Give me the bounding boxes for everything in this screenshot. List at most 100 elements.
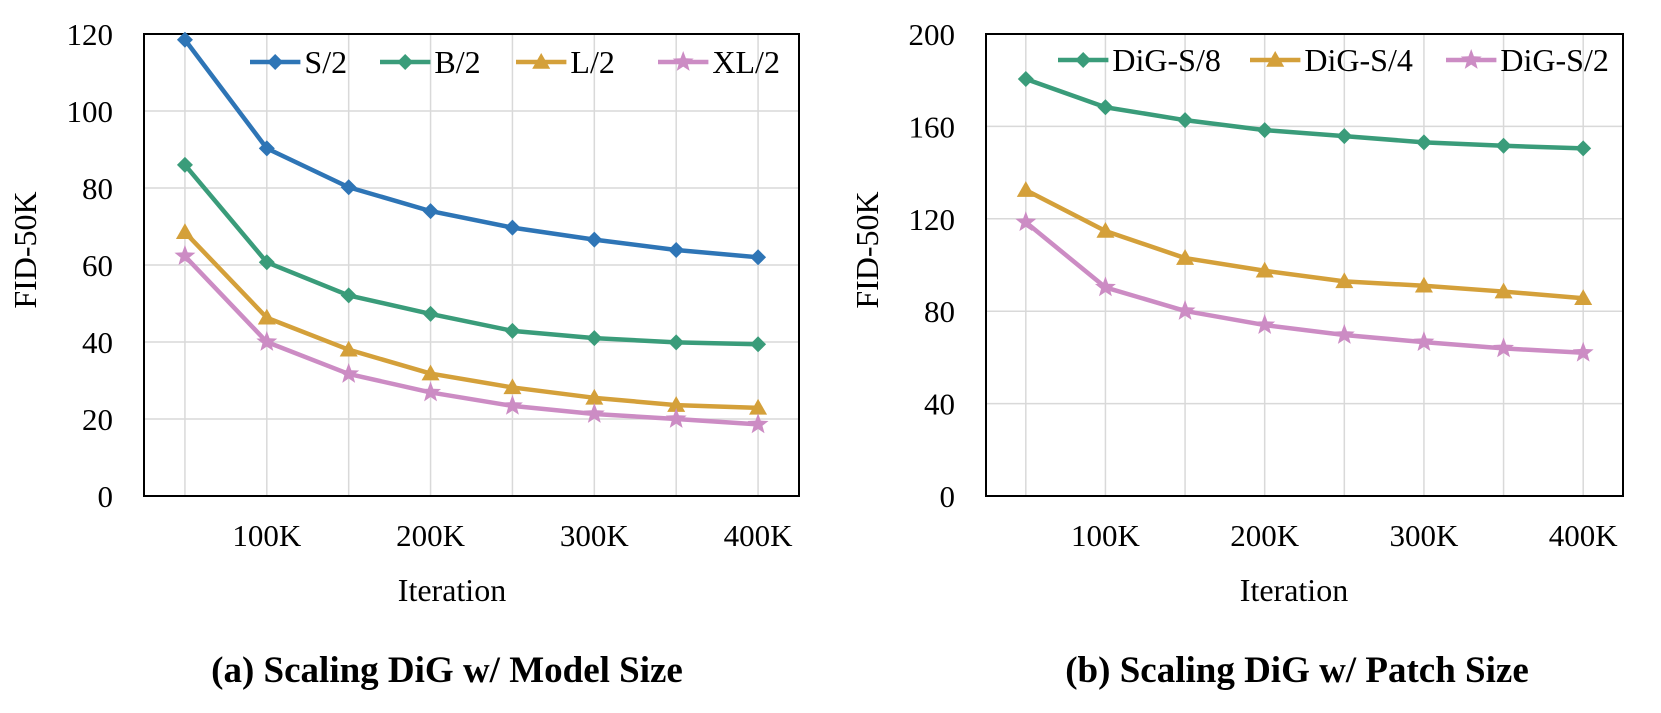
chart-b-point-dig-s-4 [1176, 249, 1195, 265]
chart-b-series-dig-s-2 [1015, 211, 1594, 362]
chart-b-point-dig-s-4 [1414, 276, 1433, 293]
chart-a-point-l-2 [339, 340, 358, 357]
chart-a-point-s-2 [176, 31, 193, 48]
chart-b-line-dig-s-2 [1023, 220, 1586, 356]
chart-a-legend: S/2 B/2 L/2 XL/2 [250, 44, 780, 80]
chart-a-y-tick-label: 100 [67, 94, 114, 129]
chart-a-y-tick-label: 40 [82, 325, 113, 360]
chart-b-point-dig-s-2 [1254, 314, 1276, 334]
chart-b-point-dig-s-2 [1015, 211, 1037, 232]
chart-a-point-s-2 [340, 179, 357, 196]
chart-a-point-s-2 [504, 219, 521, 236]
chart-a-y-axis: 0 20 40 60 80 100 120 [67, 17, 114, 514]
chart-a-legend-item-xl-2: XL/2 [658, 44, 780, 80]
chart-b-point-dig-s-4 [1096, 222, 1115, 238]
chart-a-point-b-2 [340, 287, 357, 304]
chart-a-legend-label: L/2 [570, 44, 614, 80]
chart-b-y-axis: 0 40 80 120 160 200 [909, 17, 956, 514]
chart-a-series [174, 31, 769, 434]
chart-a-y-tick-label: 0 [98, 479, 114, 514]
chart-a-legend-label: S/2 [304, 44, 347, 80]
chart-a-point-xl-2 [747, 413, 769, 434]
chart-a-plot-area [143, 33, 800, 497]
chart-b-y-axis-title: FID-50K [849, 191, 885, 308]
chart-b-series-dig-s-8 [1017, 71, 1592, 157]
chart-b-legend-label: DiG-S/4 [1304, 42, 1412, 78]
chart-b-x-tick-label: 400K [1549, 518, 1619, 553]
chart-a-legend-marker [532, 53, 551, 69]
chart-a-point-xl-2 [338, 362, 360, 383]
chart-a-legend-marker [267, 54, 284, 70]
chart-b-y-tick-label: 160 [909, 109, 956, 144]
chart-a-y-axis-title: FID-50K [7, 191, 43, 308]
chart-b-point-dig-s-4 [1335, 272, 1354, 289]
chart-a-point-l-2 [749, 398, 768, 415]
chart-b-x-tick-label: 300K [1389, 518, 1459, 553]
chart-b-y-tick-label: 120 [909, 202, 956, 237]
chart-a-point-s-2 [750, 249, 767, 266]
chart-a-x-axis: 100K 200K 300K 400K [232, 518, 793, 553]
chart-b-y-tick-label: 200 [909, 17, 956, 52]
chart-a-point-s-2 [258, 140, 275, 157]
chart-a-legend-item-b-2: B/2 [380, 44, 481, 80]
chart-b-plot-area [985, 33, 1624, 497]
chart-b-point-dig-s-2 [1413, 331, 1435, 352]
chart-b-point-dig-s-2 [1572, 341, 1594, 362]
chart-b-point-dig-s-8 [1256, 122, 1273, 139]
chart-b-legend-item-dig-s-8: DiG-S/8 [1058, 42, 1221, 78]
chart-a-point-b-2 [750, 336, 767, 353]
chart-b-x-axis-title: Iteration [1240, 572, 1348, 608]
chart-b-legend-item-dig-s-4: DiG-S/4 [1250, 42, 1413, 78]
chart-a-x-tick-label: 200K [396, 518, 466, 553]
chart-b-line-dig-s-4 [1023, 187, 1586, 301]
chart-b-point-dig-s-4 [1255, 261, 1274, 278]
chart-a-legend-marker [397, 54, 414, 70]
chart-a-point-l-2 [257, 308, 276, 325]
chart-b-x-tick-label: 200K [1230, 518, 1300, 553]
chart-a-line-b-2 [182, 162, 761, 347]
chart-b-legend: DiG-S/8 DiG-S/4 DiG-S/2 [1058, 42, 1609, 78]
chart-b-point-dig-s-8 [1575, 140, 1592, 157]
chart-b-legend-marker [1266, 51, 1285, 67]
chart-a-point-l-2 [421, 364, 440, 381]
chart-a-y-tick-label: 60 [82, 248, 113, 283]
chart-b-point-dig-s-8 [1177, 112, 1194, 129]
chart-b-y-tick-label: 0 [940, 479, 956, 514]
chart-b-series-dig-s-4 [1016, 181, 1593, 306]
chart-b-series [1015, 71, 1594, 362]
chart-a-point-s-2 [668, 241, 685, 258]
chart-a-point-b-2 [422, 305, 439, 322]
chart-a-point-l-2 [503, 378, 522, 395]
chart-a-point-xl-2 [256, 331, 278, 351]
chart-a-point-l-2 [585, 388, 604, 405]
chart-b-line-dig-s-8 [1023, 76, 1586, 151]
chart-a-point-l-2 [667, 396, 686, 412]
chart-b-caption: (b) Scaling DiG w/ Patch Size [1065, 650, 1529, 691]
chart-a-point-s-2 [422, 203, 439, 220]
chart-a-point-b-2 [258, 254, 275, 271]
chart-panel-model-size: 0 20 40 60 80 100 120 100K 200K 300K 400K S/2 B/2 L… [7, 17, 800, 691]
chart-a-caption: (a) Scaling DiG w/ Model Size [211, 650, 683, 691]
chart-b-y-tick-label: 40 [924, 387, 955, 422]
chart-b-legend-label: DiG-S/8 [1112, 42, 1220, 78]
chart-b-legend-item-dig-s-2: DiG-S/2 [1446, 42, 1609, 78]
chart-a-point-xl-2 [420, 381, 442, 402]
chart-a-legend-item-s-2: S/2 [250, 44, 347, 80]
chart-b-point-dig-s-2 [1094, 276, 1116, 297]
chart-b-point-dig-s-2 [1174, 299, 1196, 320]
chart-a-point-s-2 [586, 231, 603, 248]
chart-b-x-tick-label: 100K [1071, 518, 1141, 553]
chart-b-point-dig-s-4 [1494, 282, 1513, 299]
chart-a-point-b-2 [668, 334, 685, 351]
chart-b-point-dig-s-4 [1574, 289, 1593, 306]
chart-b-point-dig-s-2 [1333, 323, 1355, 344]
chart-b-plot-frame [985, 33, 1624, 497]
chart-b-legend-label: DiG-S/2 [1500, 42, 1608, 78]
chart-a-point-l-2 [175, 223, 194, 240]
chart-a-x-tick-label: 100K [232, 518, 302, 553]
chart-a-grid [144, 33, 799, 497]
chart-a-line-xl-2 [182, 253, 761, 427]
chart-b-point-dig-s-8 [1017, 71, 1034, 88]
chart-a-legend-item-l-2: L/2 [516, 44, 615, 80]
